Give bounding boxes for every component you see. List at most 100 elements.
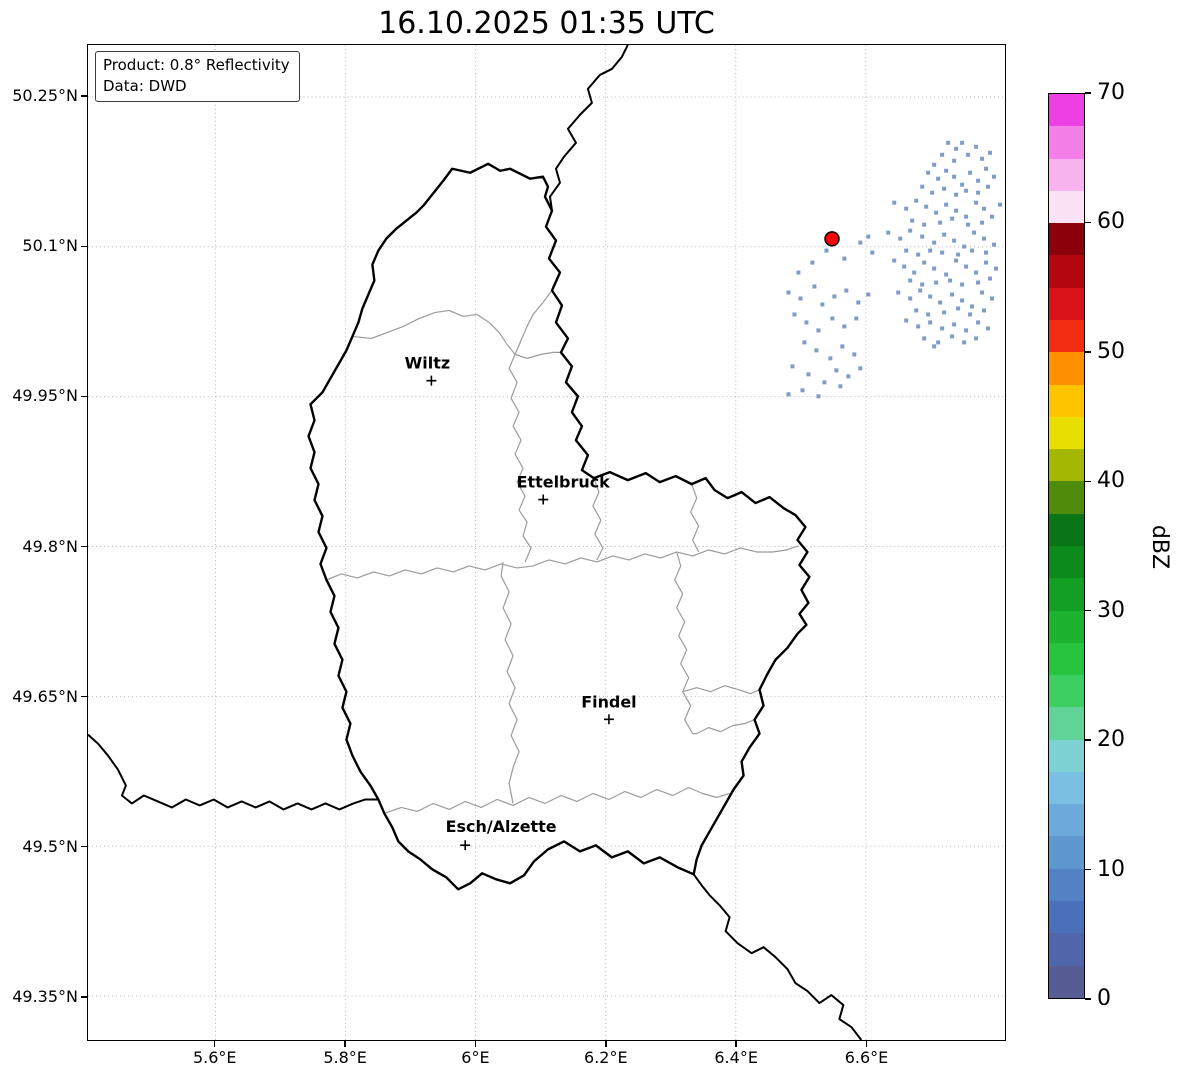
lon-tick-label: 6.2°E xyxy=(584,1048,628,1067)
radar-echo-cell xyxy=(858,240,863,245)
lon-tick-label: 5.6°E xyxy=(192,1048,237,1067)
radar-echo-cell xyxy=(966,152,971,157)
radar-echo-cell xyxy=(824,248,829,253)
radar-echo-cell xyxy=(922,222,927,227)
radar-echo-cell xyxy=(950,216,955,221)
city-marker xyxy=(538,494,549,505)
radar-echo-cell xyxy=(908,278,913,283)
colorbar-swatch xyxy=(1049,901,1084,934)
radar-echo-cell xyxy=(952,158,957,163)
radar-echo-cell xyxy=(936,176,941,181)
data-source-line: Data: DWD xyxy=(103,76,187,95)
radar-echo-cell xyxy=(852,352,857,357)
radar-echo-cell xyxy=(942,232,947,237)
radar-echo-cell xyxy=(968,170,973,175)
radar-echo-cell xyxy=(904,206,909,211)
radar-echo-cell xyxy=(798,296,803,301)
colorbar-swatch xyxy=(1049,449,1084,482)
product-info-line: Product: 0.8° Reflectivity xyxy=(103,56,290,74)
radar-echo-cell xyxy=(904,248,909,253)
radar-echo-cell xyxy=(974,270,979,275)
lat-tick-label: 50.1°N xyxy=(22,236,78,256)
lat-tick-mark xyxy=(81,846,87,848)
radar-echo-cell xyxy=(828,356,833,361)
radar-echo-cell xyxy=(930,190,935,195)
radar-echo-cell xyxy=(984,260,989,265)
radar-echo-cell xyxy=(950,334,955,339)
radar-echo-cell xyxy=(790,364,795,369)
district-border xyxy=(352,309,561,359)
radar-echo-cell xyxy=(952,238,957,243)
radar-echo-cell xyxy=(912,270,917,275)
colorbar-swatch xyxy=(1049,771,1084,805)
radar-echo-cell xyxy=(982,236,987,241)
radar-echo-cell xyxy=(960,182,965,187)
lat-tick-label: 50.25°N xyxy=(12,86,78,106)
radar-echo-cell xyxy=(786,392,791,397)
colorbar-tick-label: 30 xyxy=(1097,597,1125,623)
radar-echo-cell xyxy=(820,302,825,307)
radar-echo-cell xyxy=(940,326,945,331)
radar-echo-cell xyxy=(964,328,969,333)
colorbar-unit-label: dBZ xyxy=(1147,524,1172,570)
radar-echo-cell xyxy=(800,388,805,393)
neighbor-country-border xyxy=(692,873,863,1040)
radar-echo-cell xyxy=(892,200,897,205)
radar-echo-cell xyxy=(928,320,933,325)
radar-echo-cell xyxy=(932,162,937,167)
lon-tick-label: 6.6°E xyxy=(844,1048,889,1067)
radar-echo-cell xyxy=(802,340,807,345)
colorbar-swatch xyxy=(1049,675,1084,708)
colorbar-tick-mark xyxy=(1085,739,1091,741)
radar-echo-cell xyxy=(942,186,947,191)
radar-echo-cell xyxy=(948,278,953,283)
radar-echo-cell xyxy=(926,170,931,175)
radar-echo-cell xyxy=(920,184,925,189)
radar-echo-cell xyxy=(976,320,981,325)
radar-echo-cell xyxy=(950,292,955,297)
lon-tick-mark xyxy=(865,1041,868,1047)
colorbar-swatch xyxy=(1049,868,1084,902)
radar-echo-cell xyxy=(842,256,847,261)
city-label: Esch/Alzette xyxy=(446,817,557,836)
radar-echo-cell xyxy=(970,304,975,309)
radar-echo-cell xyxy=(928,294,933,299)
radar-echo-cell xyxy=(846,374,851,379)
radar-echo-cell xyxy=(806,372,811,377)
product-info-box: Product: 0.8° Reflectivity Data: DWD xyxy=(95,51,300,103)
radar-echo-cell xyxy=(992,242,997,247)
colorbar-swatches xyxy=(1049,94,1084,998)
colorbar-swatch xyxy=(1049,578,1084,611)
district-border xyxy=(690,483,700,553)
colorbar xyxy=(1048,93,1085,999)
colorbar-tick-label: 60 xyxy=(1097,209,1125,235)
colorbar-swatch xyxy=(1049,642,1084,676)
lon-tick-mark xyxy=(214,1041,216,1047)
lat-tick-mark xyxy=(81,245,87,247)
radar-echo-cell xyxy=(964,214,969,219)
radar-echo-cell xyxy=(934,210,939,215)
radar-echo-cell xyxy=(904,318,909,323)
colorbar-tick-mark xyxy=(1085,92,1091,94)
radar-echo-cell xyxy=(944,168,949,173)
radar-echo-cell xyxy=(816,394,821,399)
radar-echo-cell xyxy=(992,174,997,179)
radar-echo-cell xyxy=(982,206,987,211)
lat-tick-mark xyxy=(81,395,87,398)
district-border xyxy=(326,545,799,581)
radar-echo-cell xyxy=(964,264,969,269)
radar-echo-cell xyxy=(924,204,929,209)
radar-echo-cell xyxy=(998,202,1003,207)
lon-tick-label: 5.8°E xyxy=(323,1048,367,1067)
radar-echo-cell xyxy=(970,248,975,253)
lat-tick-mark xyxy=(81,996,87,998)
radar-echo-cell xyxy=(892,258,897,263)
radar-echo-cell xyxy=(886,230,891,235)
radar-echo-cell xyxy=(920,234,925,239)
map-plot-area: Wiltz Ettelbruck Findel Esch/Alzette Produc… xyxy=(87,44,1006,1041)
radar-echo-cell xyxy=(816,328,821,333)
radar-echo-cell xyxy=(986,326,991,331)
colorbar-swatch xyxy=(1049,933,1084,966)
colorbar-swatch xyxy=(1049,610,1084,643)
radar-echo-cell xyxy=(960,282,965,287)
